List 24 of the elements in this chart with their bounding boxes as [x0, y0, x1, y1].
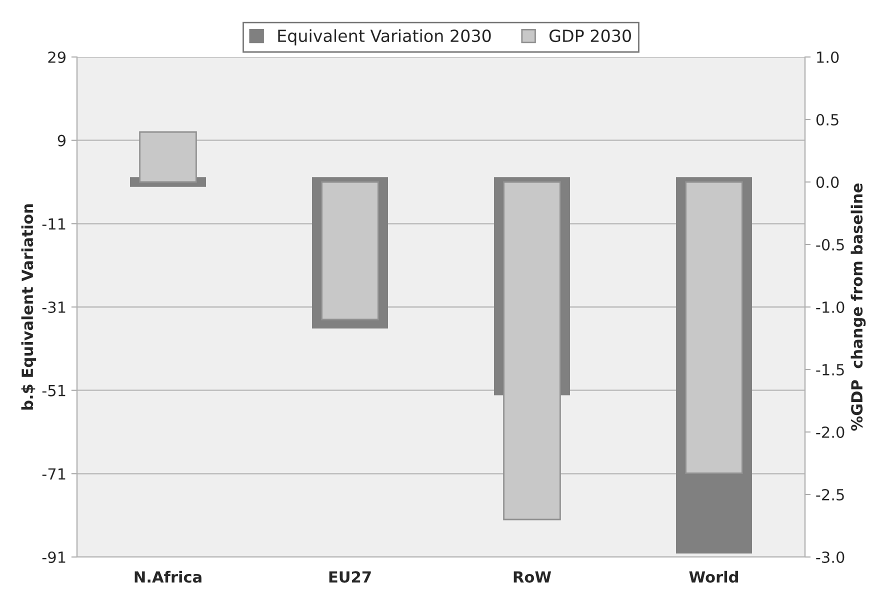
y2-tick-label: 1.0 — [817, 51, 839, 64]
y2-tick-label: 0.0 — [816, 176, 839, 188]
legend-label: Equivalent Variation 2030 — [278, 29, 491, 46]
y2-tick-label: -2.5 — [816, 488, 844, 501]
y-tick-label: -71 — [42, 468, 66, 480]
y-tick-label: -11 — [42, 218, 66, 230]
y2-tick-label: 0.5 — [816, 114, 838, 126]
y2-tick-label: -3.0 — [816, 551, 844, 564]
y2-tick-label: -1.0 — [816, 301, 844, 314]
y-tick-label: 9 — [58, 134, 66, 146]
y2-tick-label: -1.5 — [816, 364, 844, 376]
x-tick-label: EU27 — [329, 571, 371, 583]
y-tick-label: -31 — [42, 301, 66, 314]
y2-tick-label: -2.0 — [816, 426, 844, 438]
x-tick-label: N.Africa — [134, 570, 202, 583]
y2-tick-label: -0.5 — [816, 238, 844, 251]
y-tick-label: 29 — [48, 51, 66, 64]
x-tick-label: RoW — [514, 571, 552, 583]
y2-axis-title: %GDP change from baseline — [850, 184, 866, 431]
x-tick-label: World — [689, 570, 738, 583]
y-axis-title: b.$ Equivalent Variation — [21, 204, 36, 410]
y-tick-label: -51 — [42, 385, 66, 396]
legend-label: GDP 2030 — [550, 29, 631, 42]
y-tick-label: -91 — [42, 551, 66, 564]
